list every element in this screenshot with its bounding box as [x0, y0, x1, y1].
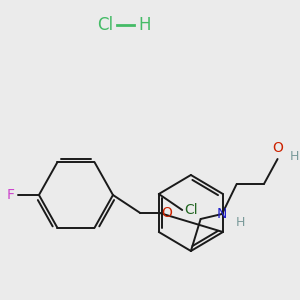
Text: O: O	[272, 141, 283, 155]
Text: O: O	[162, 206, 172, 220]
Text: H: H	[290, 151, 300, 164]
Text: Cl: Cl	[184, 203, 198, 217]
Text: Cl: Cl	[98, 16, 113, 34]
Text: H: H	[236, 215, 245, 229]
Text: N: N	[217, 207, 227, 221]
Text: F: F	[7, 188, 15, 202]
Text: H: H	[138, 16, 151, 34]
